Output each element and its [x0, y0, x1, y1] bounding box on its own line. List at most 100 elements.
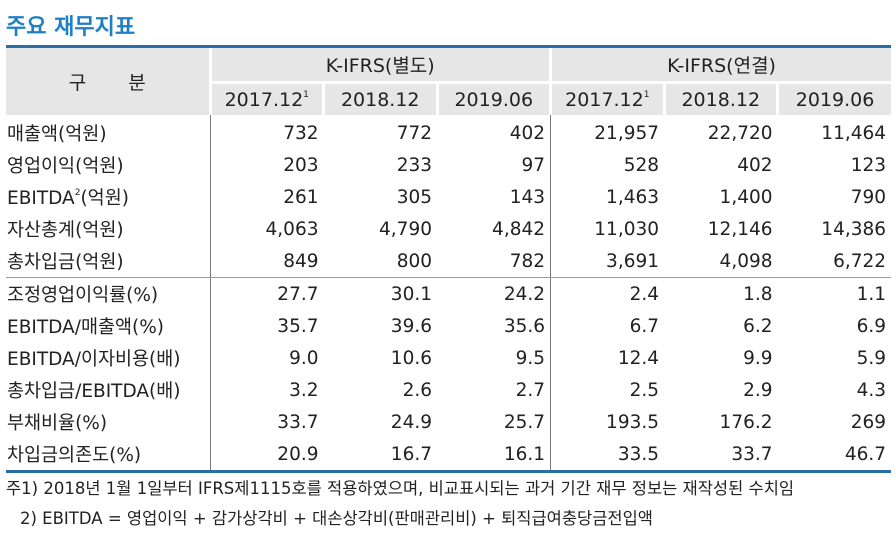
cell-value: 6,722	[777, 245, 892, 278]
cell-value: 2.7	[437, 374, 552, 406]
cell-value: 176.2	[719, 411, 773, 433]
cell-value: 4.3	[856, 379, 887, 401]
cell-value: 2.9	[743, 379, 773, 401]
cell-value: 25.7	[437, 406, 552, 438]
row-label: EBITDA/매출액(%)	[6, 310, 211, 342]
cell-value: 35.7	[277, 315, 319, 337]
financial-indicators-table: 구 분 K-IFRS(별도) K-IFRS(연결) 2017.121 2018.…	[6, 45, 892, 473]
cell-value: 269	[850, 411, 887, 433]
cell-value: 6.9	[856, 315, 887, 337]
period-header: 2019.06	[776, 81, 892, 115]
cell-value: 203	[283, 154, 319, 176]
cell-value: 732	[283, 122, 319, 144]
cell-value: 35.6	[437, 310, 552, 342]
group-header-consolidated: K-IFRS(연결)	[549, 45, 892, 83]
label-column-header: 구 분	[6, 45, 210, 115]
period-header: 2017.121	[549, 81, 665, 115]
row-label: 조정영업이익률(%)	[6, 277, 211, 310]
row-label: 총차입금(억원)	[6, 245, 211, 278]
cell-value: 2.6	[402, 379, 432, 401]
cell-value: 24.2	[437, 277, 552, 310]
cell-value: 16.1	[437, 438, 552, 473]
cell-value: 12.4	[617, 347, 660, 369]
cell-value: 3,691	[550, 245, 665, 278]
period-header: 2017.121	[208, 81, 324, 115]
cell-value: 10.6	[390, 347, 432, 369]
cell-value: 16.7	[323, 438, 437, 473]
cell-value: 14,386	[821, 218, 887, 240]
table-row: 조정영업이익률(%) 27.7 30.1 24.2 2.4 1.8 1.1	[6, 277, 891, 310]
row-label: EBITDA/이자비용(배)	[6, 342, 211, 374]
cell-value: 9.0	[289, 347, 319, 369]
cell-value: 1.8	[743, 283, 773, 305]
cell-value: 39.6	[390, 315, 432, 337]
cell-value: 5.9	[856, 347, 887, 369]
footnote-2: 2) EBITDA = 영업이익 + 감가상각비 + 대손상각비(판매관리비) …	[20, 509, 653, 528]
page-title: 주요 재무지표	[6, 15, 136, 40]
cell-value: 305	[396, 186, 432, 208]
cell-value: 97	[437, 149, 552, 181]
cell-value: 6.2	[743, 315, 773, 337]
period-header: 2019.06	[435, 81, 551, 115]
cell-value: 402	[737, 154, 773, 176]
cell-value: 4,063	[265, 218, 319, 240]
cell-value: 11,030	[594, 218, 660, 240]
table-row: 영업이익(억원) 203 233 97 528 402 123	[6, 149, 891, 181]
row-label: 부채비율(%)	[6, 406, 211, 438]
cell-value: 4,098	[664, 245, 778, 278]
cell-value: 20.9	[210, 438, 324, 473]
footnote-1: 주1) 2018년 1월 1일부터 IFRS제1115호를 적용하였으며, 비교…	[6, 479, 795, 498]
cell-value: 2.5	[629, 379, 660, 401]
cell-value: 143	[437, 181, 552, 213]
row-label: 매출액(억원)	[6, 115, 211, 149]
cell-value: 46.7	[777, 438, 892, 473]
period-header: 2018.12	[662, 81, 778, 115]
cell-value: 1,463	[606, 186, 660, 208]
table-row: EBITDA/이자비용(배) 9.0 10.6 9.5 12.4 9.9 5.9	[6, 342, 891, 374]
table-row: 부채비율(%) 33.7 24.9 25.7 193.5 176.2 269	[6, 406, 891, 438]
table-row: 총차입금/EBITDA(배) 3.2 2.6 2.7 2.5 2.9 4.3	[6, 374, 891, 406]
cell-value: 6.7	[629, 315, 660, 337]
cell-value: 33.7	[277, 411, 319, 433]
table-row: EBITDA2(억원) 261 305 143 1,463 1,400 790	[6, 181, 891, 213]
table-row: 자산총계(억원) 4,063 4,790 4,842 11,030 12,146…	[6, 213, 891, 245]
cell-value: 9.9	[743, 347, 773, 369]
cell-value: 24.9	[390, 411, 432, 433]
cell-value: 33.5	[550, 438, 665, 473]
cell-value: 4,842	[437, 213, 552, 245]
cell-value: 1.1	[856, 283, 887, 305]
cell-value: 4,790	[379, 218, 432, 240]
cell-value: 233	[396, 154, 432, 176]
cell-value: 27.7	[277, 283, 319, 305]
row-label: 영업이익(억원)	[6, 149, 211, 181]
cell-value: 9.5	[437, 342, 552, 374]
cell-value: 193.5	[606, 411, 660, 433]
cell-value: 402	[437, 115, 552, 149]
table-row: 차입금의존도(%) 20.9 16.7 16.1 33.5 33.7 46.7	[6, 438, 892, 473]
row-label: EBITDA2(억원)	[6, 181, 211, 213]
cell-value: 22,720	[707, 122, 773, 144]
cell-value: 123	[850, 154, 887, 176]
cell-value: 30.1	[390, 283, 432, 305]
row-label: 총차입금/EBITDA(배)	[6, 374, 211, 406]
group-header-separate: K-IFRS(별도)	[208, 45, 551, 83]
table-row: EBITDA/매출액(%) 35.7 39.6 35.6 6.7 6.2 6.9	[6, 310, 891, 342]
cell-value: 33.7	[664, 438, 778, 473]
cell-value: 11,464	[821, 122, 887, 144]
table-row: 매출액(억원) 732 772 402 21,957 22,720 11,464	[6, 115, 891, 149]
cell-value: 1,400	[719, 186, 773, 208]
footnotes: 주1) 2018년 1월 1일부터 IFRS제1115호를 적용하였으며, 비교…	[6, 476, 794, 536]
cell-value: 12,146	[707, 218, 773, 240]
cell-value: 782	[437, 245, 552, 278]
cell-value: 261	[283, 186, 319, 208]
cell-value: 790	[850, 186, 887, 208]
period-header: 2018.12	[322, 81, 437, 115]
cell-value: 21,957	[594, 122, 660, 144]
cell-value: 800	[323, 245, 437, 278]
row-label: 자산총계(억원)	[6, 213, 211, 245]
row-label: 차입금의존도(%)	[6, 438, 211, 473]
table-row: 총차입금(억원) 849 800 782 3,691 4,098 6,722	[6, 245, 892, 278]
cell-value: 849	[210, 245, 324, 278]
cell-value: 2.4	[629, 283, 660, 305]
cell-value: 772	[396, 122, 432, 144]
